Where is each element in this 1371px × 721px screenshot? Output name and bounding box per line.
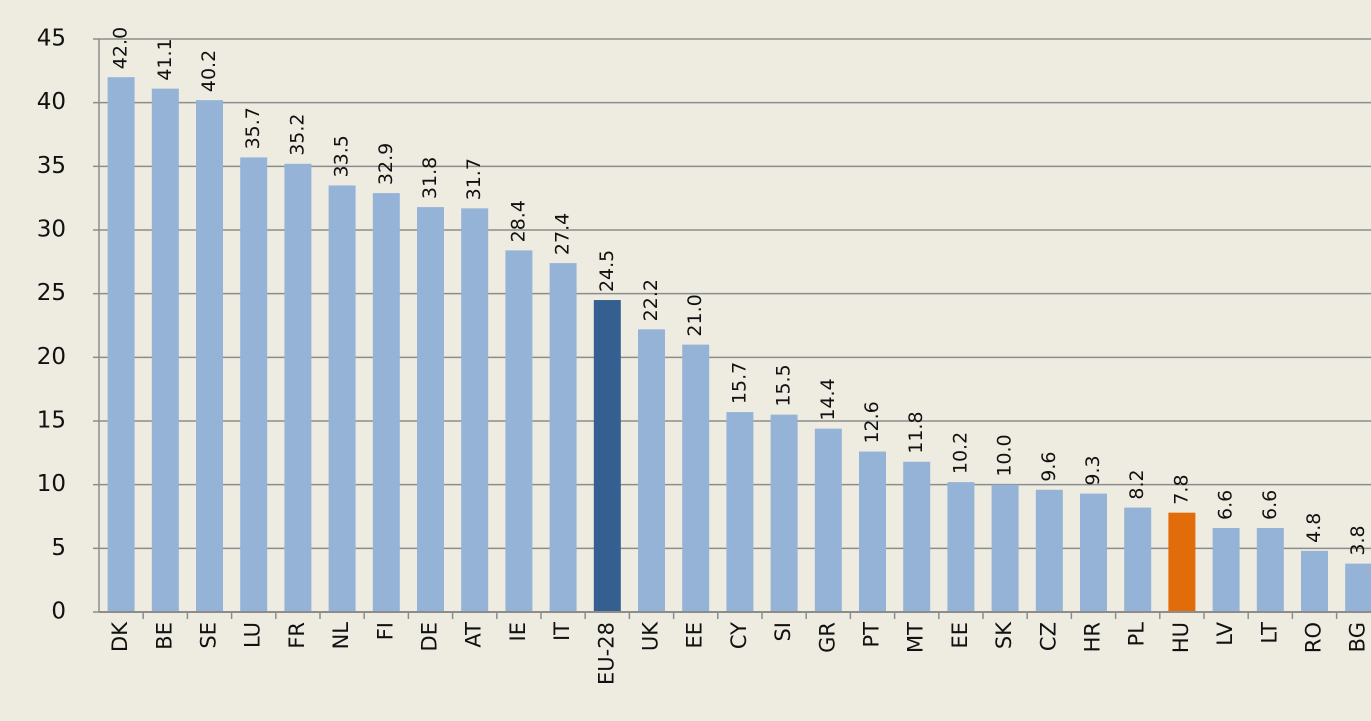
x-tick-label: BG [1346,622,1370,652]
bar [461,208,489,612]
bar [1345,563,1371,612]
value-label: 10.2 [949,432,971,474]
x-tick-label: MT [904,622,928,653]
x-tick-label: PL [1125,622,1149,647]
x-tick-label: BE [152,622,176,650]
y-tick-label: 35 [37,153,66,179]
x-tick-label: UK [639,621,663,651]
value-label: 14.4 [817,378,839,420]
value-label: 7.8 [1170,474,1192,504]
x-tick-label: SK [992,621,1016,649]
y-tick-label: 25 [37,280,66,306]
value-label: 33.5 [331,135,353,177]
bar [417,207,444,612]
bar [682,344,710,612]
bar [991,484,1019,612]
x-tick-label: NL [329,622,353,650]
x-tick-label: GR [815,622,839,653]
bar [1035,489,1063,612]
x-tick-label: SE [197,622,221,649]
bar [549,263,577,612]
value-label: 21.0 [684,294,706,336]
bar [859,451,886,612]
value-label: 24.5 [596,250,618,292]
value-label: 31.7 [463,158,485,200]
y-tick-label: 0 [51,599,66,625]
value-label: 11.8 [905,411,927,453]
value-label: 22.2 [640,279,662,321]
y-tick-label: 5 [51,535,66,561]
value-label: 4.8 [1303,513,1325,543]
bar [1256,527,1284,612]
x-tick-label: EE [683,622,707,649]
value-label: 28.4 [507,200,529,242]
value-label: 15.7 [728,362,750,404]
value-label: 42.0 [110,27,132,69]
value-label: 27.4 [552,213,574,255]
y-tick-label: 45 [37,26,66,52]
bar [903,461,931,612]
x-tick-label: FR [285,622,309,649]
value-label: 41.1 [154,38,176,80]
x-tick-label: SI [771,622,795,642]
value-label: 40.2 [198,50,220,92]
value-label: 31.8 [419,157,441,199]
value-label: 32.9 [375,143,397,185]
x-tick-label: EE [948,622,972,649]
x-tick-label: CY [727,622,751,649]
value-label: 35.2 [286,113,308,155]
bar [1124,507,1152,612]
bar [240,157,268,613]
x-tick-label: DE [418,622,442,651]
x-tick-label: LV [1213,621,1237,645]
bar [770,414,798,612]
x-tick-label: DK [108,621,132,652]
x-tick-label: HR [1081,622,1105,652]
y-tick-label: 30 [37,217,66,243]
bar [1301,550,1328,612]
value-label: 9.6 [1038,452,1060,482]
value-label: 3.8 [1347,525,1369,555]
x-tick-label: CZ [1036,622,1060,651]
x-tick-label: FI [373,622,397,640]
value-label: 6.6 [1259,490,1281,520]
x-tick-label: PT [860,622,884,648]
x-tick-label: RO [1302,622,1326,653]
value-label: 8.2 [1126,469,1148,499]
y-tick-label: 40 [37,89,66,115]
bar [947,482,975,612]
bar [107,77,135,612]
x-tick-label: LU [241,622,265,648]
x-tick-label: IT [550,622,574,641]
y-tick-label: 20 [37,344,66,370]
bar [593,300,621,612]
value-label: 12.6 [861,401,883,443]
bar [1168,512,1196,612]
bar [726,412,754,612]
value-label: 35.7 [242,107,264,149]
x-tick-label: HU [1169,622,1193,653]
bar [638,329,665,612]
y-tick-label: 15 [37,408,66,434]
bar [814,428,842,612]
value-label: 15.5 [773,364,795,406]
value-label: 9.3 [1082,455,1104,485]
bar [151,88,179,612]
bar [372,193,400,612]
value-label: 10.0 [994,434,1016,476]
x-tick-label: EU-28 [594,622,618,685]
x-tick-label: AT [462,622,486,648]
bar [284,163,312,612]
bar [1212,527,1240,612]
bar [196,100,223,613]
y-tick-label: 10 [37,471,66,497]
bar [505,250,533,612]
x-tick-label: IE [506,622,530,641]
bar [1080,493,1107,612]
bar [328,185,356,612]
value-label: 6.6 [1215,490,1237,520]
x-tick-label: LT [1257,622,1281,644]
